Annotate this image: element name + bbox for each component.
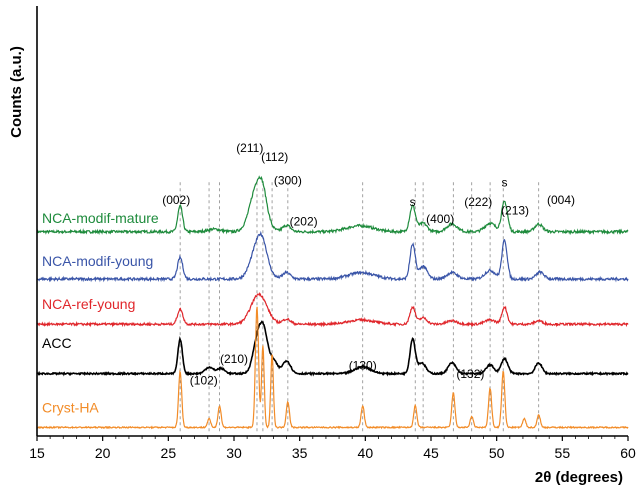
x-tick-label: 25 [161, 445, 177, 461]
reference-lines [179, 182, 540, 434]
peak-label: (222) [464, 195, 492, 209]
peak-label: (213) [501, 204, 529, 218]
peak-label: (102) [190, 373, 218, 387]
series-line-nca-modif-mature [36, 175, 629, 236]
x-tick-label: 30 [226, 445, 242, 461]
peak-label: (004) [547, 193, 575, 207]
x-tick-label: 45 [423, 445, 439, 461]
peak-label: (130) [349, 358, 377, 372]
peak-label: (202) [290, 214, 318, 228]
series-label-acc: ACC [42, 335, 72, 351]
y-axis-label: Counts (a.u.) [8, 46, 25, 138]
x-tick-label: 40 [358, 445, 374, 461]
peak-label: (400) [426, 212, 454, 226]
peak-label: (300) [274, 173, 302, 187]
x-tick-label: 60 [620, 445, 636, 461]
x-tick-label: 15 [29, 445, 45, 461]
x-tick-label: 20 [95, 445, 111, 461]
peak-label: (211) [236, 141, 263, 155]
series-line-nca-ref-young [36, 292, 629, 328]
x-tick-label: 55 [555, 445, 571, 461]
peak-label: s [410, 195, 416, 209]
series-label-cryst-ha: Cryst-HA [42, 399, 99, 415]
peak-label: s [502, 176, 508, 190]
x-axis-label: 2θ (degrees) [535, 469, 623, 486]
series-line-acc [36, 320, 629, 377]
series-label-nca-modif-young: NCA-modif-young [42, 253, 153, 269]
series-label-nca-modif-mature: NCA-modif-mature [42, 210, 159, 226]
x-tick-label: 35 [292, 445, 308, 461]
x-ticks: 15 20 25 30 35 40 45 50 55 60 [29, 436, 636, 461]
series-labels: NCA-modif-mature NCA-modif-young NCA-ref-y… [42, 210, 159, 415]
peak-label: (132) [456, 367, 484, 381]
series-line-nca-modif-young [36, 230, 629, 283]
peak-label: (210) [220, 352, 248, 366]
series-label-nca-ref-young: NCA-ref-young [42, 296, 135, 312]
plot-frame [36, 6, 628, 437]
peak-label: (112) [261, 150, 288, 164]
series-line-cryst-ha [36, 306, 629, 430]
x-tick-label: 50 [489, 445, 505, 461]
peak-annotations: (002) (211)(112) (300) (202) s (400) (222) (213… [162, 141, 575, 387]
peak-label: (002) [162, 193, 190, 207]
series-group [36, 175, 629, 430]
